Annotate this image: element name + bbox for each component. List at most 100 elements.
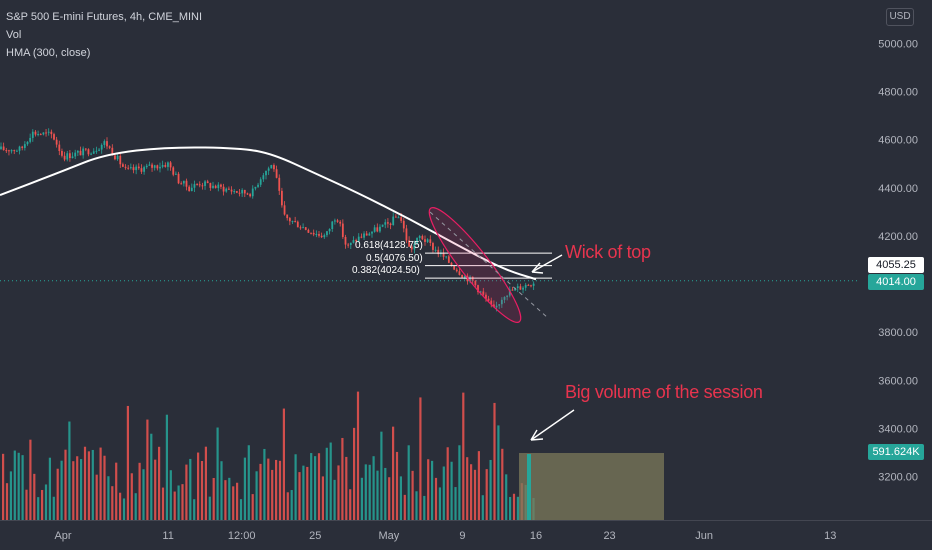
candle-body <box>511 289 514 291</box>
candle-body <box>16 150 18 152</box>
volume-bar <box>111 486 114 520</box>
volume-bar <box>200 461 204 520</box>
candle-body <box>254 186 257 189</box>
last-price-tag: 4014.00 <box>868 274 924 290</box>
x-tick-label: 25 <box>309 530 321 542</box>
volume-bar <box>2 453 5 520</box>
candle-body <box>119 155 122 165</box>
volume-bar <box>298 472 301 520</box>
trend-extension-line[interactable] <box>429 211 549 319</box>
candle-body <box>445 256 448 258</box>
candle-body <box>524 284 527 288</box>
volume-bar <box>415 491 418 520</box>
candle-body <box>352 240 355 243</box>
volume-range-box[interactable] <box>519 453 664 520</box>
candle-body <box>143 167 145 172</box>
candle-body <box>349 242 352 246</box>
volume-bar <box>419 397 422 520</box>
volume-bar <box>337 465 340 520</box>
candle-body <box>37 134 39 136</box>
volume-bar <box>286 492 289 520</box>
volume-bar <box>376 470 379 520</box>
volume-bar <box>161 487 165 520</box>
volume-bar <box>115 462 118 520</box>
candle-body <box>132 167 135 171</box>
volume-bar <box>138 462 141 520</box>
volume-bar <box>37 497 40 520</box>
volume-bar <box>282 408 285 520</box>
volume-bar <box>169 470 172 520</box>
volume-bar <box>353 427 356 520</box>
candle-body <box>246 193 249 195</box>
volume-bar <box>185 464 188 520</box>
candle-body <box>98 149 100 151</box>
volume-bar <box>423 495 426 520</box>
candle-body <box>76 150 79 153</box>
volume-bar <box>208 496 211 520</box>
volume-bar <box>267 458 270 520</box>
candle-body <box>371 231 373 234</box>
volume-bar <box>345 456 348 520</box>
candle-body <box>63 155 66 160</box>
candle-body <box>47 131 50 133</box>
volume-bar <box>458 445 461 520</box>
candle-body <box>482 291 485 295</box>
volume-bar <box>56 468 59 520</box>
legend-symbol[interactable]: S&P 500 E-mini Futures, 4h, CME_MINI <box>6 11 203 23</box>
volume-bar <box>134 493 137 520</box>
volume-bar <box>255 471 258 520</box>
candle-body <box>103 141 106 145</box>
volume-bar <box>306 466 309 520</box>
candle-body <box>493 304 495 308</box>
candle-body <box>519 286 522 290</box>
volume-bar <box>189 458 192 520</box>
volume-bar <box>329 442 332 520</box>
candle-body <box>222 186 225 192</box>
volume-bar <box>41 489 44 520</box>
legend-hma[interactable]: HMA (300, close) <box>6 47 91 59</box>
volume-bar <box>119 492 122 520</box>
chart-legend: S&P 500 E-mini Futures, 4h, CME_MINI Vol… <box>6 8 202 62</box>
candle-body <box>243 189 246 194</box>
volume-bar <box>341 437 344 520</box>
volume-bar <box>372 456 375 520</box>
candle-body <box>437 249 440 255</box>
candle-body <box>490 300 493 305</box>
volume-annotation[interactable]: Big volume of the session <box>565 382 763 402</box>
volume-bar <box>302 465 305 520</box>
candle-body <box>320 235 323 238</box>
wick-arrow[interactable] <box>531 254 563 273</box>
candle-body <box>188 186 191 192</box>
candle-body <box>87 149 90 155</box>
candle-body <box>275 169 278 178</box>
candle-body <box>402 220 405 229</box>
hma-curve <box>0 146 537 281</box>
fib-level-618: 0.618(4128.75) <box>355 240 423 251</box>
candle-body <box>461 274 463 278</box>
candle-body <box>182 180 185 184</box>
candle-body <box>368 233 371 236</box>
volume-arrow[interactable] <box>530 409 575 441</box>
volume-bar <box>21 455 24 520</box>
volume-bar <box>99 447 102 520</box>
candle-body <box>498 304 501 306</box>
candle-body <box>365 233 368 236</box>
candle-body <box>23 144 26 148</box>
legend-volume[interactable]: Vol <box>6 29 22 41</box>
candle-body <box>185 180 188 187</box>
volume-bar <box>80 459 83 520</box>
candle-body <box>172 167 175 175</box>
x-tick-label: Jun <box>695 530 713 542</box>
volume-arrow-head <box>530 429 544 441</box>
wick-annotation[interactable]: Wick of top <box>565 242 651 262</box>
volume-bar <box>224 480 227 520</box>
candle-body <box>421 235 424 240</box>
trend-ellipse[interactable] <box>420 200 531 331</box>
wick-arrow-head <box>531 262 544 274</box>
volume-bar <box>150 433 153 520</box>
currency-badge[interactable]: USD <box>886 8 914 26</box>
volume-bar <box>263 448 266 520</box>
candle-body <box>281 190 283 206</box>
x-tick-label: 23 <box>603 530 615 542</box>
